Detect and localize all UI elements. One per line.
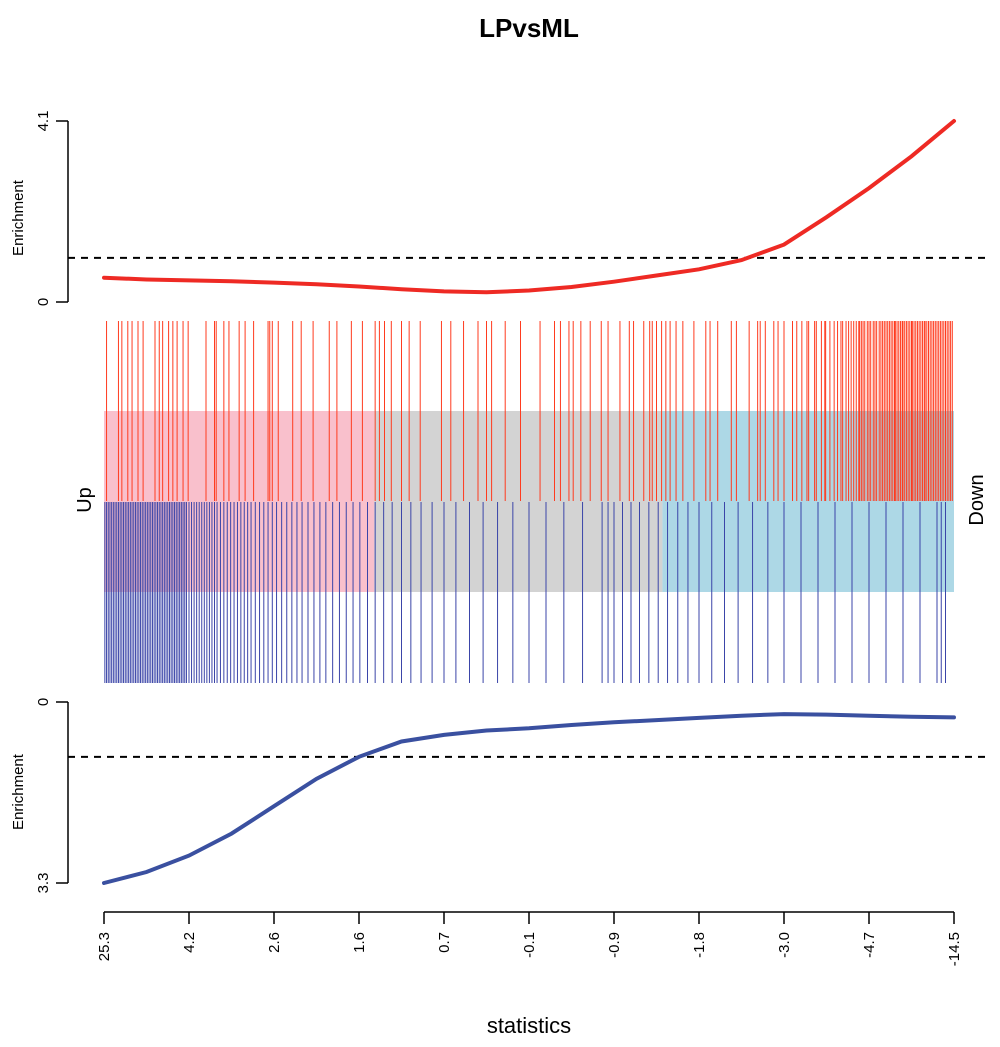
bottom-y-tick-label-min: 0 [35,698,52,706]
x-tick-label: 25.3 [96,932,113,961]
x-tick-label: -4.7 [861,932,878,958]
x-tick-label: -0.1 [521,932,538,958]
bottom-enrichment-curve [102,712,956,885]
top-enrichment-panel: 4.1 0 Enrichment [10,111,990,306]
bottom-y-tick-label-max: 3.3 [35,873,52,894]
x-tick-label: -14.5 [946,932,963,966]
top-enrichment-curve [102,119,956,295]
x-axis: 25.3 4.2 2.6 1.6 0.7 -0.1 -0.9 -1.8 -3.0 -4.7 -14.… [96,911,963,1038]
x-tick-label: -3.0 [776,932,793,958]
top-y-axis-label: Enrichment [10,179,27,256]
down-side-label: Down [966,474,988,525]
x-tick-label: -1.8 [691,932,708,958]
bottom-y-axis-label: Enrichment [10,753,27,830]
barcode-area: Up Down [74,321,988,683]
x-tick-label: -0.9 [606,932,623,958]
x-axis-label: statistics [487,1013,571,1038]
up-side-label: Up [74,487,96,513]
group-band-middle [374,411,663,592]
x-ticks: 25.3 4.2 2.6 1.6 0.7 -0.1 -0.9 -1.8 -3.0 -4.7 -14.… [96,912,963,966]
x-tick-label: 0.7 [436,932,453,953]
up-set-barcode [106,321,953,501]
x-tick-label: 4.2 [181,932,198,953]
x-tick-label: 1.6 [351,932,368,953]
top-y-tick-label-max: 4.1 [35,111,52,132]
chart-title: LPvsML [479,13,579,43]
down-set-barcode [104,502,946,683]
bottom-enrichment-panel: 0 3.3 Enrichment [10,698,990,894]
x-tick-label: 2.6 [266,932,283,953]
top-y-tick-label-min: 0 [35,298,52,306]
